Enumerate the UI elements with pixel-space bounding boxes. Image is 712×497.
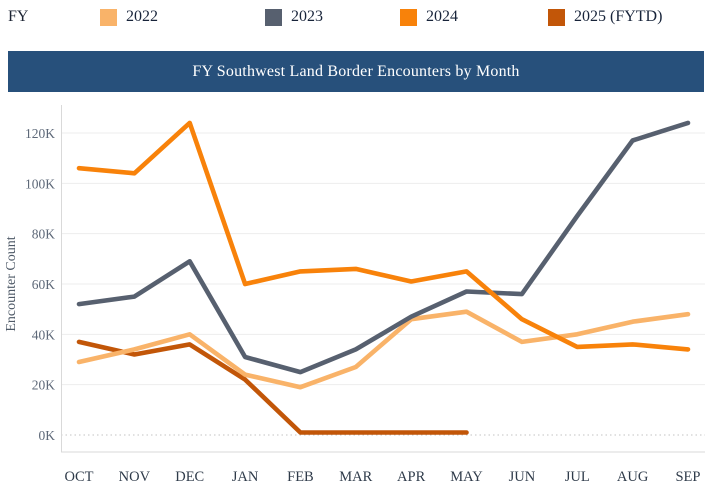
x-tick-label-feb: FEB: [287, 469, 314, 485]
legend-label-2022: 2022: [126, 8, 158, 25]
legend-label-2025: 2025 (FYTD): [574, 8, 663, 25]
legend-item-2024[interactable]: 2024: [400, 8, 458, 26]
y-tick-label: 40K: [32, 327, 56, 342]
legend-fy-label: FY: [8, 8, 29, 25]
legend-label-2023: 2023: [291, 8, 323, 25]
line-chart-plot-area[interactable]: 0K 20K 40K 60K 80K 100K 120K OCT NOV DEC JAN FEB MAR…: [0, 95, 712, 492]
chart-title-bar: FY Southwest Land Border Encounters by M…: [8, 51, 704, 92]
y-tick-label: 80K: [32, 227, 56, 242]
x-tick-label-mar: MAR: [339, 469, 372, 485]
x-tick-label-apr: APR: [397, 469, 426, 485]
series-line-2023[interactable]: [76, 120, 691, 375]
legend-swatch-2024: [400, 8, 417, 26]
y-tick-label: 0K: [39, 428, 56, 443]
x-tick-label-jul: JUL: [565, 469, 590, 485]
legend-swatch-2025: [548, 8, 565, 26]
y-tick-label: 60K: [32, 277, 56, 292]
y-tick-label: 100K: [25, 176, 55, 191]
series-line-2024[interactable]: [76, 120, 691, 352]
legend-item-2025[interactable]: 2025 (FYTD): [548, 8, 662, 26]
y-tick-label: 20K: [32, 378, 56, 393]
x-tick-label-jun: JUN: [509, 469, 536, 485]
x-tick-label-sep: SEP: [675, 469, 700, 485]
x-tick-label-jan: JAN: [232, 469, 259, 485]
series-line-2025fytd[interactable]: [76, 339, 469, 435]
x-tick-label-oct: OCT: [65, 469, 94, 485]
legend-item-2023[interactable]: 2023: [265, 8, 323, 26]
y-tick-label: 120K: [25, 126, 55, 141]
x-tick-label-aug: AUG: [617, 469, 649, 485]
legend-label-2024: 2024: [426, 8, 458, 25]
legend-swatch-2022: [100, 8, 117, 26]
series-line-2022[interactable]: [76, 309, 691, 390]
x-tick-label-may: MAY: [450, 469, 483, 485]
encounters-line-chart: 0K 20K 40K 60K 80K 100K 120K OCT NOV DEC JAN FEB MAR…: [0, 95, 712, 492]
x-tick-label-nov: NOV: [119, 469, 151, 485]
chart-legend: FY 2022 2023 2024 2025 (FYTD): [0, 0, 712, 51]
legend-swatch-2023: [265, 8, 282, 26]
y-axis-title: Encounter Count: [4, 236, 19, 331]
legend-item-2022[interactable]: 2022: [100, 8, 158, 26]
x-tick-label-dec: DEC: [175, 469, 204, 485]
chart-title: FY Southwest Land Border Encounters by M…: [192, 62, 520, 80]
